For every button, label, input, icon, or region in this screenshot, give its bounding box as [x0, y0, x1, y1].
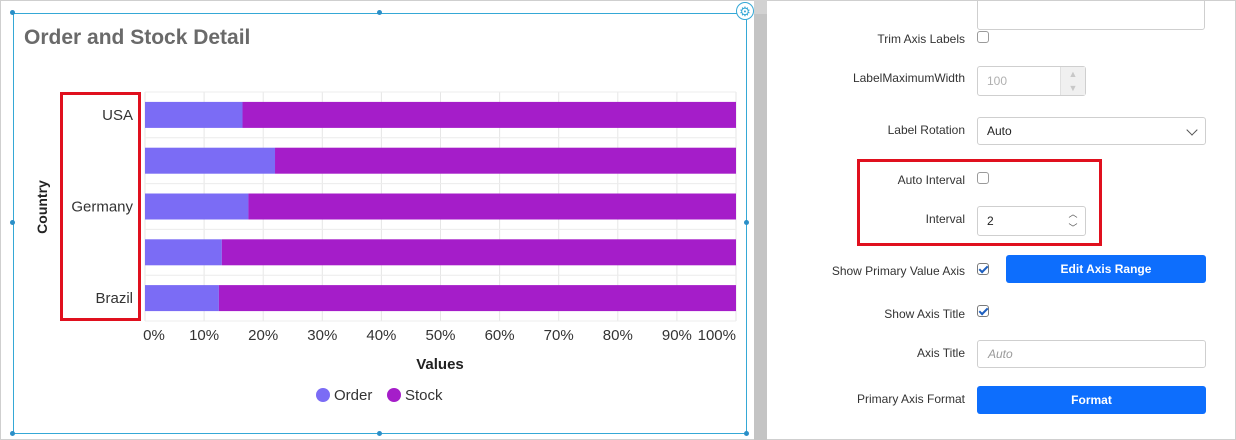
resize-handle-top[interactable] — [377, 10, 382, 15]
spin-down-icon[interactable]: ﹀ — [1068, 223, 1078, 233]
auto-interval-checkbox[interactable] — [977, 172, 989, 184]
bar-stock — [248, 193, 737, 220]
bar-order — [145, 147, 276, 174]
resize-handle-left[interactable] — [10, 220, 15, 225]
chart-title: Order and Stock Detail — [24, 26, 251, 49]
trim-axis-labels-label: Trim Axis Labels — [877, 32, 965, 46]
legend-label-order: Order — [334, 387, 372, 404]
x-axis-title: Values — [416, 356, 464, 373]
x-tick-label: 10% — [189, 327, 219, 344]
bar-order — [145, 239, 222, 266]
interval-highlight — [857, 159, 1102, 246]
legend-label-stock: Stock — [405, 387, 443, 404]
x-tick-label: 100% — [698, 327, 736, 344]
interval-value: 2 — [987, 214, 994, 228]
show-primary-value-axis-checkbox[interactable] — [977, 263, 989, 275]
resize-handle-bottom-right[interactable] — [744, 431, 749, 436]
x-tick-label: 40% — [366, 327, 396, 344]
y-tick-label: Brazil — [95, 290, 133, 307]
y-axis-labels-highlight — [60, 92, 141, 321]
x-tick-label: 80% — [603, 327, 633, 344]
resize-handle-bottom[interactable] — [377, 431, 382, 436]
interval-input[interactable]: 2 ︿ ﹀ — [977, 206, 1086, 236]
legend-marker-stock — [387, 388, 401, 402]
axis-title-placeholder: Auto — [988, 347, 1013, 361]
bar-stock — [221, 239, 736, 266]
y-tick-label: Germany — [71, 199, 133, 216]
trim-axis-labels-checkbox[interactable] — [977, 31, 989, 43]
axis-title-label: Axis Title — [916, 346, 965, 360]
show-primary-value-axis-label: Show Primary Value Axis — [831, 264, 965, 278]
interval-label: Interval — [925, 212, 965, 226]
label-rotation-select[interactable]: Auto — [977, 117, 1206, 145]
legend-marker-order — [316, 388, 330, 402]
bar-order — [145, 285, 219, 312]
y-axis-title: Country — [34, 180, 50, 234]
show-axis-title-label: Show Axis Title — [884, 307, 965, 321]
x-tick-label: 20% — [248, 327, 278, 344]
splitter-thumb[interactable] — [754, 14, 767, 440]
label-max-width-label: LabelMaximumWidth — [852, 71, 965, 85]
label-rotation-value: Auto — [987, 124, 1012, 138]
x-tick-label: 30% — [307, 327, 337, 344]
bar-order — [145, 101, 243, 128]
panel-splitter[interactable] — [754, 0, 767, 440]
resize-handle-top-left[interactable] — [10, 10, 15, 15]
spin-up-icon[interactable]: ︿ — [1068, 209, 1078, 219]
label-rotation-label: Label Rotation — [887, 123, 965, 137]
auto-interval-label: Auto Interval — [897, 173, 965, 187]
x-tick-label: 90% — [662, 327, 692, 344]
settings-gear-icon[interactable]: ⚙ — [736, 2, 754, 20]
x-tick-label: 50% — [425, 327, 455, 344]
x-tick-label: 60% — [485, 327, 515, 344]
chevron-down-icon — [1186, 124, 1198, 136]
label-max-width-input[interactable]: 100 ▲ ▼ — [977, 66, 1086, 96]
interval-spinner[interactable]: ︿ ﹀ — [1061, 207, 1085, 235]
x-tick-label: 0% — [143, 327, 165, 344]
resize-handle-bottom-left[interactable] — [10, 431, 15, 436]
resize-handle-right[interactable] — [744, 220, 749, 225]
bar-order — [145, 193, 249, 220]
show-axis-title-checkbox[interactable] — [977, 305, 989, 317]
label-max-width-value: 100 — [987, 74, 1008, 88]
edit-axis-range-button[interactable]: Edit Axis Range — [1006, 255, 1206, 283]
bar-stock — [275, 147, 736, 174]
bar-chart: USA Germany Brazil 0% 10% 20% 30% 40% 50% 60% 70% 8… — [34, 91, 737, 404]
format-button[interactable]: Format — [977, 386, 1206, 414]
label-max-width-spinner[interactable]: ▲ ▼ — [1060, 67, 1085, 95]
bar-stock — [242, 101, 736, 128]
bar-stock — [218, 285, 736, 312]
axis-title-input[interactable]: Auto — [977, 340, 1206, 368]
previous-property-input[interactable] — [977, 0, 1205, 30]
y-tick-label: USA — [102, 107, 133, 124]
x-tick-label: 70% — [544, 327, 574, 344]
primary-axis-format-label: Primary Axis Format — [856, 392, 965, 406]
spin-up-icon[interactable]: ▲ — [1068, 69, 1078, 79]
spin-down-icon[interactable]: ▼ — [1068, 83, 1078, 93]
